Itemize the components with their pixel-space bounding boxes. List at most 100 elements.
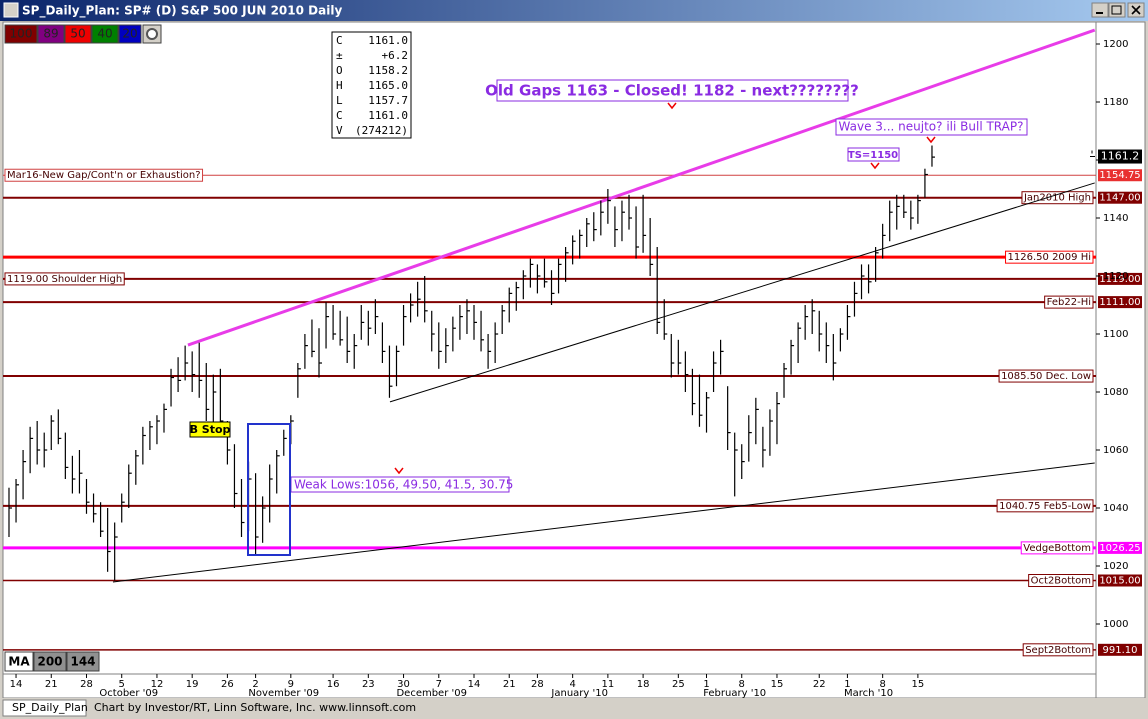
toolbar-button[interactable] [4,24,38,44]
x-tick-label: 9 [288,679,294,690]
x-tick-label: 5 [119,679,125,690]
ma-label: 200 [37,655,62,669]
x-tick-label: 15 [912,679,925,690]
price-bars [8,145,935,581]
x-tick-label: 15 [771,679,784,690]
x-tick-label: 19 [186,679,199,690]
price-tag-label: 1154.75 [1099,170,1140,181]
annotation-box [835,118,1028,136]
x-tick-label: 7 [436,679,442,690]
data-window-key: C [336,109,343,122]
y-tick-label: 1180 [1103,97,1128,108]
toolbar-button[interactable] [91,24,119,44]
level-label-box [1044,295,1094,309]
x-tick-label: 1 [703,679,709,690]
ma-label: MA [8,655,30,669]
data-window-value: 1165.0 [368,79,408,92]
toolbar-label: 89 [43,27,58,41]
data-window-key: O [336,64,343,77]
level-label-box [1022,643,1094,657]
status-tab[interactable] [2,699,87,717]
data-window-key: C [336,34,343,47]
toolbar-label: 20 [122,27,137,41]
last-price-label: 1161.2 [1101,150,1140,163]
close-icon [1131,5,1141,15]
data-window-value: (274212) [355,124,408,137]
level-label: Oct2Bottom [1031,576,1091,587]
x-tick-label: 14 [468,679,481,690]
price-tag-label: 1026.25 [1099,543,1140,554]
x-tick-label: 30 [397,679,410,690]
annotation-pointer [394,467,404,475]
ma-label: 144 [70,655,95,669]
annotation-pointer [926,136,936,144]
level-label-box [4,272,125,286]
price-tag-label: 1111.00 [1099,297,1140,308]
trendline [187,28,1096,347]
window-buttons[interactable] [1091,2,1145,18]
x-tick-label: 8 [739,679,745,690]
month-label: November '09 [248,688,319,699]
y-tick-label: 1060 [1103,445,1128,456]
y-tick-label: 1000 [1103,619,1128,630]
x-tick-label: 28 [531,679,544,690]
settings-icon [146,28,158,40]
price-axis [1095,21,1146,699]
data-window-key: ± [336,49,343,62]
x-tick-label: 22 [813,679,826,690]
maximize-button[interactable] [1108,2,1126,18]
date-axis [2,673,1097,699]
toolbar-button[interactable] [37,24,65,44]
month-label: October '09 [99,688,158,699]
annotation: Wave 3... neujto? ili Bull TRAP? [839,120,1024,134]
x-tick-label: 26 [221,679,234,690]
level-label-box [998,369,1094,383]
annotation-pointer [870,162,880,170]
annotation-box [496,79,849,102]
level-label-box [1028,574,1094,588]
toolbar-label: 50 [70,27,85,41]
status-bar [0,698,1148,719]
toolbar-button[interactable] [64,24,92,44]
y-tick-label: 1120 [1103,271,1128,282]
trendline [389,182,1095,403]
month-label: January '10 [550,688,608,699]
annotation-box [189,421,231,438]
month-label: February '10 [703,688,766,699]
x-tick-label: 14 [10,679,23,690]
window-title: SP_Daily_Plan: SP# (D) S&P 500 JUN 2010 … [22,4,342,19]
price-tag [1098,169,1142,182]
y-tick-label: 1020 [1103,561,1128,572]
annotation: Old Gaps 1163 - Closed! 1182 - next?????… [485,82,859,100]
toolbar[interactable]: 100 89 50 40 20 [4,24,162,44]
toolbar-button[interactable] [118,24,142,44]
ma-button[interactable] [4,651,34,672]
annotation: TS=1150 [848,150,898,161]
level-label: 1085.50 Dec. Low [1001,371,1091,382]
ma-button[interactable] [33,651,67,672]
y-tick-label: 1140 [1103,213,1128,224]
x-tick-label: 1 [844,679,850,690]
status-tab-label: SP_Daily_Plan [12,701,88,714]
ma-button[interactable] [66,651,100,672]
data-window-value: +6.2 [382,49,409,62]
levels: Mar16-New Gap/Cont'n or Exhaustion? 1154.… [3,168,1142,657]
price-tag [1098,296,1142,309]
trendline [112,462,1095,583]
price-tag-label: 1015.00 [1099,576,1140,587]
maximize-icon [1111,5,1122,15]
data-window-key: V [336,124,343,137]
level-label: Jan2010 High [1023,193,1091,204]
price-tag-label: 1147.00 [1099,193,1140,204]
minimize-button[interactable] [1091,2,1109,18]
x-tick-label: 21 [45,679,58,690]
price-tag-label: 991.10 [1103,645,1138,656]
x-tick-label: 16 [327,679,340,690]
y-tick-label: 1100 [1103,329,1128,340]
month-label: March '10 [844,688,893,699]
level-label: Mar16-New Gap/Cont'n or Exhaustion? [7,170,201,181]
annotation-box [847,147,900,162]
highlight-box [247,423,291,556]
ma-buttons[interactable]: MA 200 144 [4,651,100,672]
data-window-key: H [336,79,343,92]
